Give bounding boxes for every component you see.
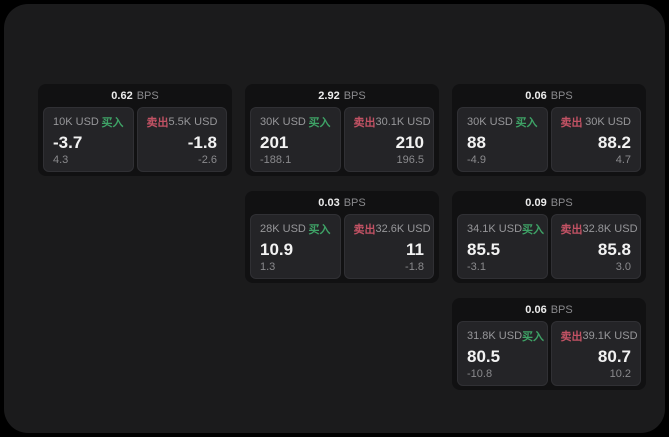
buy-tile[interactable]: 31.8K USD 买入 80.5 -10.8: [457, 321, 548, 386]
sell-price: -1.8: [187, 132, 217, 152]
bps-value: 0.62: [111, 89, 133, 102]
sell-tile[interactable]: 卖出 32.8K USD 85.8 3.0: [550, 214, 641, 279]
buy-amount: 30K USD: [260, 116, 306, 128]
sell-delta: -2.6: [198, 154, 217, 166]
quote-card: 0.03 BPS 28K USD 买入 10.9 1.3 卖出 32.6K US…: [245, 191, 439, 283]
buy-label: 买入: [308, 224, 331, 236]
sell-delta: 10.2: [609, 368, 631, 380]
bps-header: 0.06 BPS: [457, 84, 641, 107]
sell-price: 210: [395, 132, 424, 152]
quote-card: 0.06 BPS 31.8K USD 买入 80.5 -10.8 卖出 39.1…: [452, 298, 646, 390]
buy-tile[interactable]: 30K USD 买入 201 -188.1: [250, 107, 341, 172]
quote-card-grid: 0.62 BPS 10K USD 买入 -3.7 4.3 卖出 5.5K USD: [38, 84, 646, 390]
sell-delta: 196.5: [396, 154, 424, 166]
sell-amount: 32.8K USD: [582, 223, 638, 235]
sell-tile[interactable]: 卖出 39.1K USD 80.7 10.2: [550, 321, 641, 386]
buy-label: 买入: [308, 117, 331, 129]
bps-value: 0.06: [525, 303, 547, 316]
sell-label: 卖出: [560, 117, 583, 129]
sell-price: 80.7: [597, 346, 631, 366]
bps-header: 0.06 BPS: [457, 298, 641, 321]
bps-value: 0.09: [525, 196, 547, 209]
buy-price: 88: [467, 132, 486, 152]
sell-price: 85.8: [597, 239, 631, 259]
buy-price: 80.5: [467, 346, 501, 366]
sell-delta: 4.7: [615, 154, 631, 166]
sell-label: 卖出: [353, 117, 376, 129]
buy-delta: -10.8: [467, 368, 493, 380]
buy-amount: 30K USD: [467, 116, 513, 128]
buy-tile[interactable]: 28K USD 买入 10.9 1.3: [250, 214, 341, 279]
buy-price: 85.5: [467, 239, 501, 259]
bps-unit-label: BPS: [136, 89, 159, 102]
bps-header: 2.92 BPS: [250, 84, 434, 107]
sell-price: 88.2: [597, 132, 631, 152]
sell-amount: 32.6K USD: [375, 223, 431, 235]
sell-label: 卖出: [560, 331, 583, 343]
sell-tile[interactable]: 卖出 32.6K USD 11 -1.8: [343, 214, 434, 279]
sell-tile[interactable]: 卖出 30.1K USD 210 196.5: [343, 107, 434, 172]
buy-amount: 28K USD: [260, 223, 306, 235]
buy-label: 买入: [522, 331, 545, 343]
bps-unit-label: BPS: [550, 89, 573, 102]
buy-delta: -3.1: [467, 261, 486, 273]
buy-label: 买入: [515, 117, 538, 129]
bps-header: 0.09 BPS: [457, 191, 641, 214]
sell-amount: 30K USD: [585, 116, 631, 128]
sell-price: 11: [406, 239, 424, 259]
bps-value: 2.92: [318, 89, 340, 102]
bps-header: 0.62 BPS: [43, 84, 227, 107]
buy-amount: 10K USD: [53, 116, 99, 128]
buy-tile[interactable]: 30K USD 买入 88 -4.9: [457, 107, 548, 172]
buy-price: 201: [260, 132, 289, 152]
buy-label: 买入: [522, 224, 545, 236]
buy-price: -3.7: [53, 132, 83, 152]
bps-unit-label: BPS: [550, 303, 573, 316]
sell-tile[interactable]: 卖出 5.5K USD -1.8 -2.6: [136, 107, 227, 172]
app-window: 0.62 BPS 10K USD 买入 -3.7 4.3 卖出 5.5K USD: [4, 4, 665, 433]
sell-amount: 39.1K USD: [582, 330, 638, 342]
bps-unit-label: BPS: [550, 196, 573, 209]
buy-tile[interactable]: 10K USD 买入 -3.7 4.3: [43, 107, 134, 172]
sell-amount: 30.1K USD: [375, 116, 431, 128]
sell-label: 卖出: [353, 224, 376, 236]
quote-card: 0.06 BPS 30K USD 买入 88 -4.9 卖出 30K USD: [452, 84, 646, 176]
buy-delta: 1.3: [260, 261, 276, 273]
sell-label: 卖出: [560, 224, 583, 236]
buy-label: 买入: [101, 117, 124, 129]
bps-header: 0.03 BPS: [250, 191, 434, 214]
sell-delta: -1.8: [405, 261, 424, 273]
sell-delta: 3.0: [615, 261, 631, 273]
sell-amount: 5.5K USD: [168, 116, 218, 128]
buy-amount: 31.8K USD: [467, 330, 523, 342]
quote-card: 0.09 BPS 34.1K USD 买入 85.5 -3.1 卖出 32.8K…: [452, 191, 646, 283]
bps-value: 0.03: [318, 196, 340, 209]
quote-card: 0.62 BPS 10K USD 买入 -3.7 4.3 卖出 5.5K USD: [38, 84, 232, 176]
buy-amount: 34.1K USD: [467, 223, 523, 235]
sell-label: 卖出: [146, 117, 169, 129]
bps-unit-label: BPS: [343, 89, 366, 102]
quote-card: 2.92 BPS 30K USD 买入 201 -188.1 卖出 30.1K …: [245, 84, 439, 176]
bps-value: 0.06: [525, 89, 547, 102]
buy-tile[interactable]: 34.1K USD 买入 85.5 -3.1: [457, 214, 548, 279]
sell-tile[interactable]: 卖出 30K USD 88.2 4.7: [550, 107, 641, 172]
buy-price: 10.9: [260, 239, 294, 259]
buy-delta: 4.3: [53, 154, 69, 166]
buy-delta: -4.9: [467, 154, 486, 166]
buy-delta: -188.1: [260, 154, 292, 166]
bps-unit-label: BPS: [343, 196, 366, 209]
